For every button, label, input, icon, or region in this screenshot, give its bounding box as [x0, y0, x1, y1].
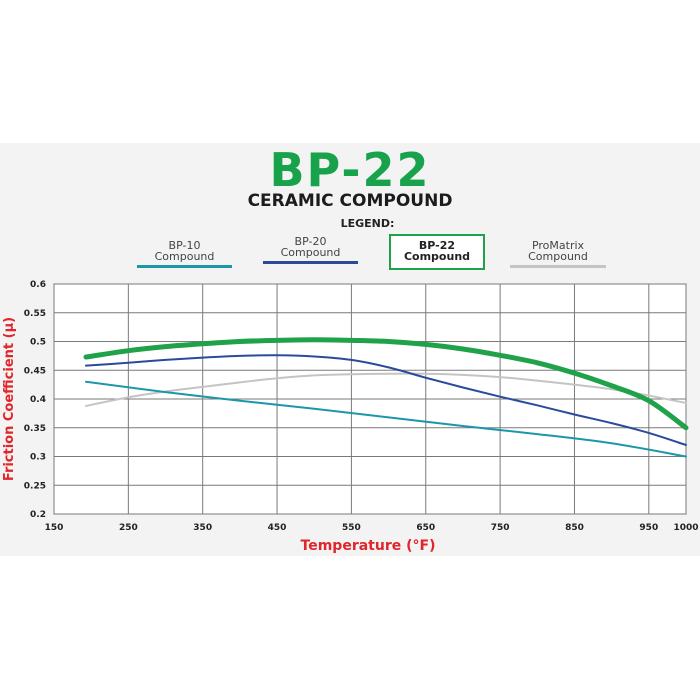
- series-line-promatrix-compound: [84, 372, 687, 407]
- x-tick-label: 250: [119, 523, 138, 533]
- x-tick-label: 850: [565, 523, 584, 533]
- x-tick-label: 750: [491, 523, 510, 533]
- legend-label-line1: BP-10: [168, 239, 201, 252]
- legend-label-line1: ProMatrix: [531, 239, 585, 252]
- chart-ticks: 150 250 350 450 550 650 750 850 950 1000 0.2 0.25 0.…: [24, 280, 699, 533]
- y-tick-label: 0.5: [30, 338, 46, 348]
- x-tick-label: 450: [268, 523, 287, 533]
- series-line-bp-22-compound: [83, 337, 689, 431]
- legend-heading: LEGEND:: [340, 217, 395, 230]
- y-tick-label: 0.2: [30, 510, 46, 520]
- page-subtitle: CERAMIC COMPOUND: [247, 191, 453, 211]
- y-tick-label: 0.4: [30, 395, 46, 405]
- chart-series: [83, 337, 689, 458]
- legend-swatch-promatrix: [510, 265, 606, 268]
- y-tick-label: 0.6: [30, 280, 46, 290]
- x-tick-label: 1000: [673, 523, 698, 533]
- y-axis-label: Friction Coefficient (µ): [2, 317, 17, 481]
- y-tick-label: 0.3: [30, 453, 46, 463]
- page-title: BP-22: [269, 143, 431, 197]
- legend-swatch-bp10: [137, 265, 232, 268]
- y-tick-label: 0.35: [24, 424, 46, 434]
- legend-item-bp20: BP-20 Compound: [263, 232, 358, 264]
- x-tick-label: 350: [193, 523, 212, 533]
- x-tick-label: 550: [342, 523, 361, 533]
- legend-label-bp20: BP-20 Compound: [263, 232, 358, 258]
- legend-swatch-bp20: [263, 261, 358, 264]
- legend-item-bp10: BP-10 Compound: [137, 236, 232, 268]
- legend-label-bp10: BP-10 Compound: [137, 236, 232, 262]
- legend-label-line2: Compound: [403, 250, 471, 263]
- y-tick-label: 0.25: [24, 481, 46, 491]
- y-tick-label: 0.45: [24, 366, 46, 376]
- x-axis-label: Temperature (°F): [301, 538, 436, 554]
- x-tick-label: 650: [416, 523, 435, 533]
- legend-label-line1: BP-22: [418, 239, 456, 252]
- x-tick-label: 950: [639, 523, 658, 533]
- chart-grid: [53, 283, 687, 515]
- legend-label-promatrix: ProMatrix Compound: [510, 236, 606, 262]
- y-tick-label: 0.55: [24, 309, 46, 319]
- legend-label-line1: BP-20: [294, 235, 327, 248]
- legend-label-line2: Compound: [280, 246, 341, 259]
- legend-label-line2: Compound: [154, 250, 215, 263]
- legend-label-bp22: BP-22 Compound: [391, 236, 483, 262]
- x-tick-label: 150: [45, 523, 64, 533]
- legend-item-bp22: BP-22 Compound: [389, 234, 485, 270]
- legend-label-line2: Compound: [528, 250, 588, 263]
- series-line-bp-10-compound: [84, 380, 687, 458]
- legend-item-promatrix: ProMatrix Compound: [510, 236, 606, 268]
- series-line-bp-20-compound: [84, 354, 687, 446]
